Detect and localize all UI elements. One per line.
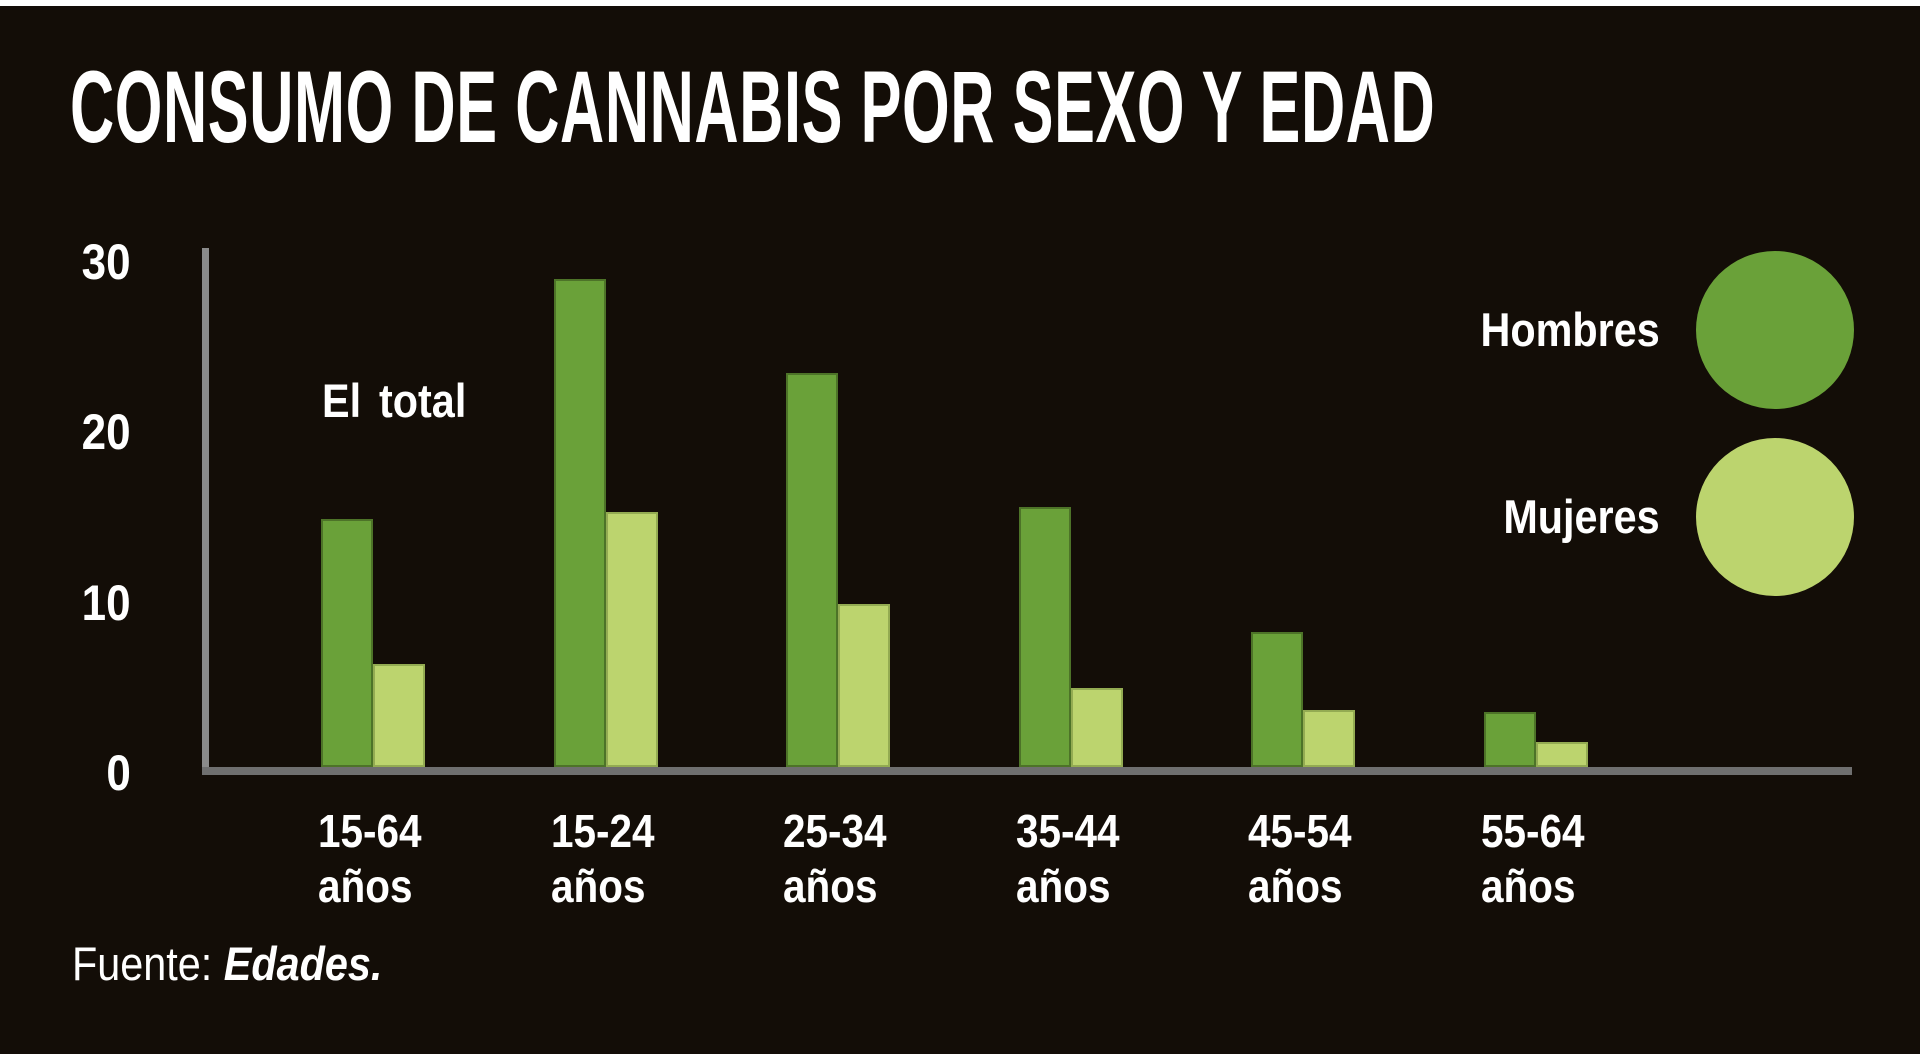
bar-hombres-15-24-años bbox=[554, 279, 606, 767]
x-axis-label-text: 35-44 bbox=[1015, 805, 1120, 857]
x-axis-line bbox=[202, 767, 1852, 775]
bar-hombres-45-54-años bbox=[1251, 632, 1303, 767]
legend-label-hombres: Hombres bbox=[1480, 303, 1660, 356]
bar-mujeres-45-54-años bbox=[1303, 710, 1355, 767]
annotation-el-total: El total bbox=[322, 368, 479, 433]
y-axis-tick-label-30: 30 bbox=[18, 235, 131, 289]
y-tick-text: 20 bbox=[82, 404, 131, 461]
x-axis-label-text: años bbox=[550, 860, 645, 912]
x-axis-label-45-54-años: 45-54 años bbox=[1248, 804, 1366, 914]
bar-mujeres-25-34-años bbox=[838, 604, 890, 767]
x-axis-label-15-24-años: 15-24 años bbox=[551, 804, 669, 914]
x-axis-label-text: años bbox=[1015, 860, 1110, 912]
y-axis-tick-label-0: 0 bbox=[18, 746, 131, 800]
chart-title: CONSUMO DE CANNABIS POR SEXO Y EDAD bbox=[70, 50, 1436, 164]
bar-hombres-15-64-años bbox=[321, 519, 373, 767]
legend-label-mujeres: Mujeres bbox=[1503, 490, 1660, 543]
top-border-strip bbox=[0, 0, 1920, 6]
x-axis-label-text: 15-64 bbox=[318, 805, 422, 857]
source-line: Fuente: Edades. bbox=[72, 938, 425, 990]
x-axis-label-text: 55-64 bbox=[1480, 805, 1585, 857]
source-name: Edades. bbox=[223, 937, 383, 990]
x-axis-label-text: años bbox=[1480, 860, 1575, 912]
bar-mujeres-55-64-años bbox=[1536, 742, 1588, 767]
x-axis-label-text: años bbox=[783, 860, 878, 912]
x-axis-label-15-64-años: 15-64 años bbox=[318, 804, 436, 914]
annotation-line-1: El bbox=[322, 374, 362, 427]
legend-swatch-hombres bbox=[1696, 251, 1854, 409]
x-axis-label-text: 25-34 bbox=[783, 805, 887, 857]
x-axis-label-55-64-años: 55-64 años bbox=[1481, 804, 1599, 914]
x-axis-label-text: 45-54 bbox=[1248, 805, 1352, 857]
x-axis-label-25-34-años: 25-34 años bbox=[783, 804, 901, 914]
y-axis-line bbox=[202, 248, 209, 775]
legend-swatch-mujeres bbox=[1696, 438, 1854, 596]
y-axis-tick-label-20: 20 bbox=[18, 405, 131, 459]
x-axis-label-35-44-años: 35-44 años bbox=[1016, 804, 1134, 914]
y-tick-text: 0 bbox=[106, 745, 131, 801]
bar-mujeres-15-64-años bbox=[373, 664, 425, 767]
bar-hombres-35-44-años bbox=[1019, 507, 1071, 767]
source-prefix: Fuente: bbox=[72, 937, 224, 990]
bar-mujeres-35-44-años bbox=[1071, 688, 1123, 767]
annotation-line-2: total bbox=[379, 374, 467, 427]
bar-hombres-25-34-años bbox=[786, 373, 838, 767]
y-axis-tick-label-10: 10 bbox=[18, 576, 131, 630]
x-axis-label-text: 15-24 bbox=[550, 805, 655, 857]
x-axis-label-text: años bbox=[1248, 860, 1343, 912]
bar-hombres-55-64-años bbox=[1484, 712, 1536, 767]
x-axis-label-text: años bbox=[318, 860, 413, 912]
y-tick-text: 30 bbox=[82, 234, 131, 291]
bar-mujeres-15-24-años bbox=[606, 512, 658, 767]
y-tick-text: 10 bbox=[82, 574, 131, 631]
